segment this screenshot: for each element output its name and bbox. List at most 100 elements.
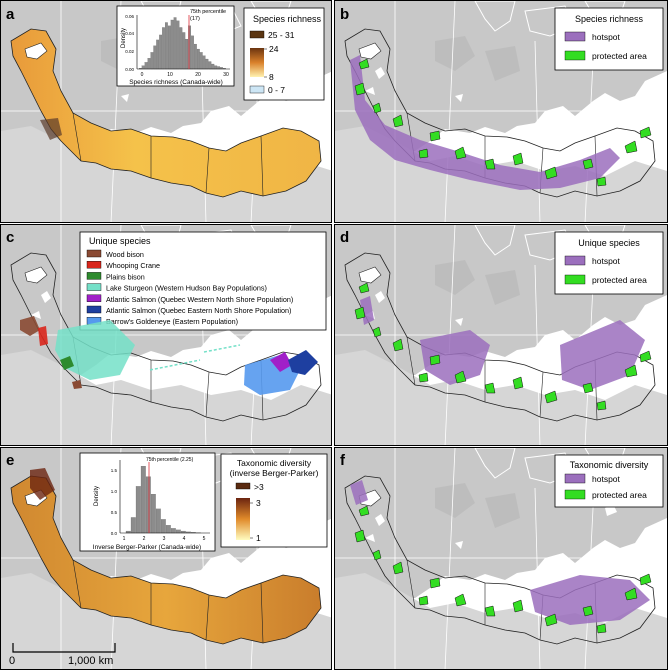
hist-a-bar — [141, 65, 145, 70]
hist-e-bar — [130, 517, 136, 534]
legend-c-swatch-1 — [86, 261, 102, 269]
legend-a-top-class: 25 - 31 — [268, 30, 295, 40]
hist-a-bar — [217, 66, 221, 70]
panel-label-e: e — [6, 452, 14, 469]
hist-a-bar — [167, 25, 171, 70]
scale-bar-end: 1,000 km — [68, 655, 113, 667]
legend-c-swatch-3 — [86, 283, 102, 291]
hist-a-bar — [194, 43, 197, 70]
legend-a-bottom-class: 0 - 7 — [268, 85, 285, 95]
legend-c-label-1: Whooping Crane — [106, 261, 160, 270]
panel-label-d: d — [340, 229, 349, 246]
hist-a-bar — [182, 32, 186, 70]
panel-label-b: b — [340, 6, 349, 23]
hist-e-bar — [145, 476, 151, 534]
legend-d-hotspot-label: hotspot — [592, 256, 621, 266]
panel-label-f: f — [340, 452, 346, 469]
scale-bar-start: 0 — [9, 655, 15, 667]
legend-e-top-swatch — [235, 482, 251, 490]
panel-label-a: a — [6, 6, 15, 23]
inset-a-ytick-2: 0.04 — [125, 31, 134, 36]
legend-c-label-6: Barrow's Goldeneye (Eastern Population) — [106, 317, 238, 326]
inset-a-ytick-1: 0.02 — [125, 49, 134, 54]
inset-e-xtick-2: 3 — [163, 536, 166, 542]
scale-bar: 0 1,000 km — [9, 643, 116, 667]
legend-a-gradient — [250, 48, 264, 77]
inset-e-xtick-4: 5 — [203, 536, 206, 542]
inset-e-ytick-0: 0.0 — [111, 531, 118, 536]
legend-c-swatch-2 — [86, 272, 102, 280]
legend-d-title: Unique species — [578, 238, 640, 248]
hist-e-bar — [155, 508, 161, 534]
legend-e-tick-low: 1 — [256, 533, 261, 543]
hist-e-bar — [165, 525, 171, 534]
legend-b: Species richness hotspot protected area — [554, 7, 664, 71]
inset-a-ytick-0: 0.00 — [125, 67, 134, 72]
hist-a-bar — [176, 20, 180, 70]
inset-e-ytick-2: 1.0 — [111, 489, 118, 494]
hist-a-bar — [211, 63, 215, 70]
legend-c-title: Unique species — [89, 236, 151, 246]
legend-c-swatch-4 — [86, 294, 102, 302]
legend-d-hotspot-swatch — [564, 255, 586, 266]
legend-e-title-2: (inverse Berger-Parker) — [230, 468, 319, 478]
legend-c-label-3: Lake Sturgeon (Western Hudson Bay Popula… — [106, 284, 267, 293]
hist-a-bar — [191, 35, 194, 70]
inset-histogram-richness: Density 0.00 0.02 0.04 0.06 0 10 20 30 S… — [116, 5, 235, 87]
legend-b-protected-label: protected area — [592, 51, 647, 61]
legend-a-bottom-swatch — [249, 85, 265, 94]
inset-a-xtick-2: 20 — [195, 72, 201, 78]
legend-c-label-2: Plains bison — [106, 272, 145, 281]
hist-e-bar — [175, 529, 181, 534]
hist-a-bar — [214, 65, 218, 70]
legend-c-swatch-0 — [86, 249, 102, 258]
legend-f: Taxonomic diversity hotspot protected ar… — [554, 454, 664, 508]
legend-d-protected-swatch — [564, 274, 586, 285]
inset-e-line-label: 75th percentile (2.25) — [146, 457, 194, 463]
panel-f — [334, 447, 668, 670]
legend-f-hotspot-label: hotspot — [592, 474, 621, 484]
legend-c-label-0: Wood bison — [106, 250, 144, 259]
panel-label-c: c — [6, 229, 14, 246]
hist-a-bar — [185, 38, 189, 70]
legend-unique-species: Unique species Wood bison Whooping Crane P… — [79, 231, 327, 331]
inset-e-xtick-3: 4 — [183, 536, 186, 542]
hist-a-bar — [205, 58, 209, 70]
inset-a-xlabel: Species richness (Canada-wide) — [129, 79, 223, 86]
legend-b-protected-swatch — [564, 50, 586, 61]
hist-a-bar — [162, 27, 165, 70]
hist-a-bar — [153, 45, 157, 70]
legend-d: Unique species hotspot protected area — [554, 231, 664, 295]
legend-b-title: Species richness — [575, 14, 644, 24]
legend-a-title: Species richness — [253, 14, 322, 24]
legend-c-label-5: Atlantic Salmon (Quebec Eastern North Sh… — [106, 306, 291, 315]
inset-e-ytick-3: 1.5 — [111, 468, 118, 473]
inset-a-xtick-0: 0 — [141, 72, 144, 78]
legend-e-title-1: Taxonomic diversity — [237, 458, 312, 468]
hist-e-bar — [170, 528, 176, 534]
legend-e-top-class: >3 — [254, 482, 264, 492]
legend-a-top-swatch — [249, 30, 265, 39]
hist-a-bar — [199, 52, 203, 70]
legend-f-protected-label: protected area — [592, 490, 647, 500]
legend-b-hotspot-label: hotspot — [592, 32, 621, 42]
inset-e-ylabel: Density — [94, 486, 100, 506]
hist-a-bar — [196, 48, 200, 70]
legend-taxonomic-diversity: Taxonomic diversity (inverse Berger-Park… — [220, 453, 328, 548]
legend-f-protected-swatch — [564, 489, 586, 500]
hist-a-bar — [150, 52, 154, 70]
hist-a-bar — [173, 17, 177, 70]
legend-a-tick-low: 8 — [269, 72, 274, 82]
legend-f-title: Taxonomic diversity — [570, 460, 649, 470]
hist-a-bar — [156, 39, 160, 70]
hist-a-bar — [202, 55, 206, 70]
inset-a-line-label-1: 75th percentile — [190, 9, 226, 15]
hist-e-bar — [135, 486, 141, 534]
inset-a-xtick-3: 30 — [223, 72, 229, 78]
legend-d-protected-label: protected area — [592, 275, 647, 285]
inset-a-xtick-1: 10 — [167, 72, 173, 78]
inset-e-xlabel: Inverse Berger-Parker (Canada-wide) — [93, 544, 201, 551]
legend-c-swatch-5 — [86, 305, 102, 314]
inset-a-line-label-2: (17) — [190, 16, 200, 22]
hist-a-bar — [159, 34, 163, 70]
